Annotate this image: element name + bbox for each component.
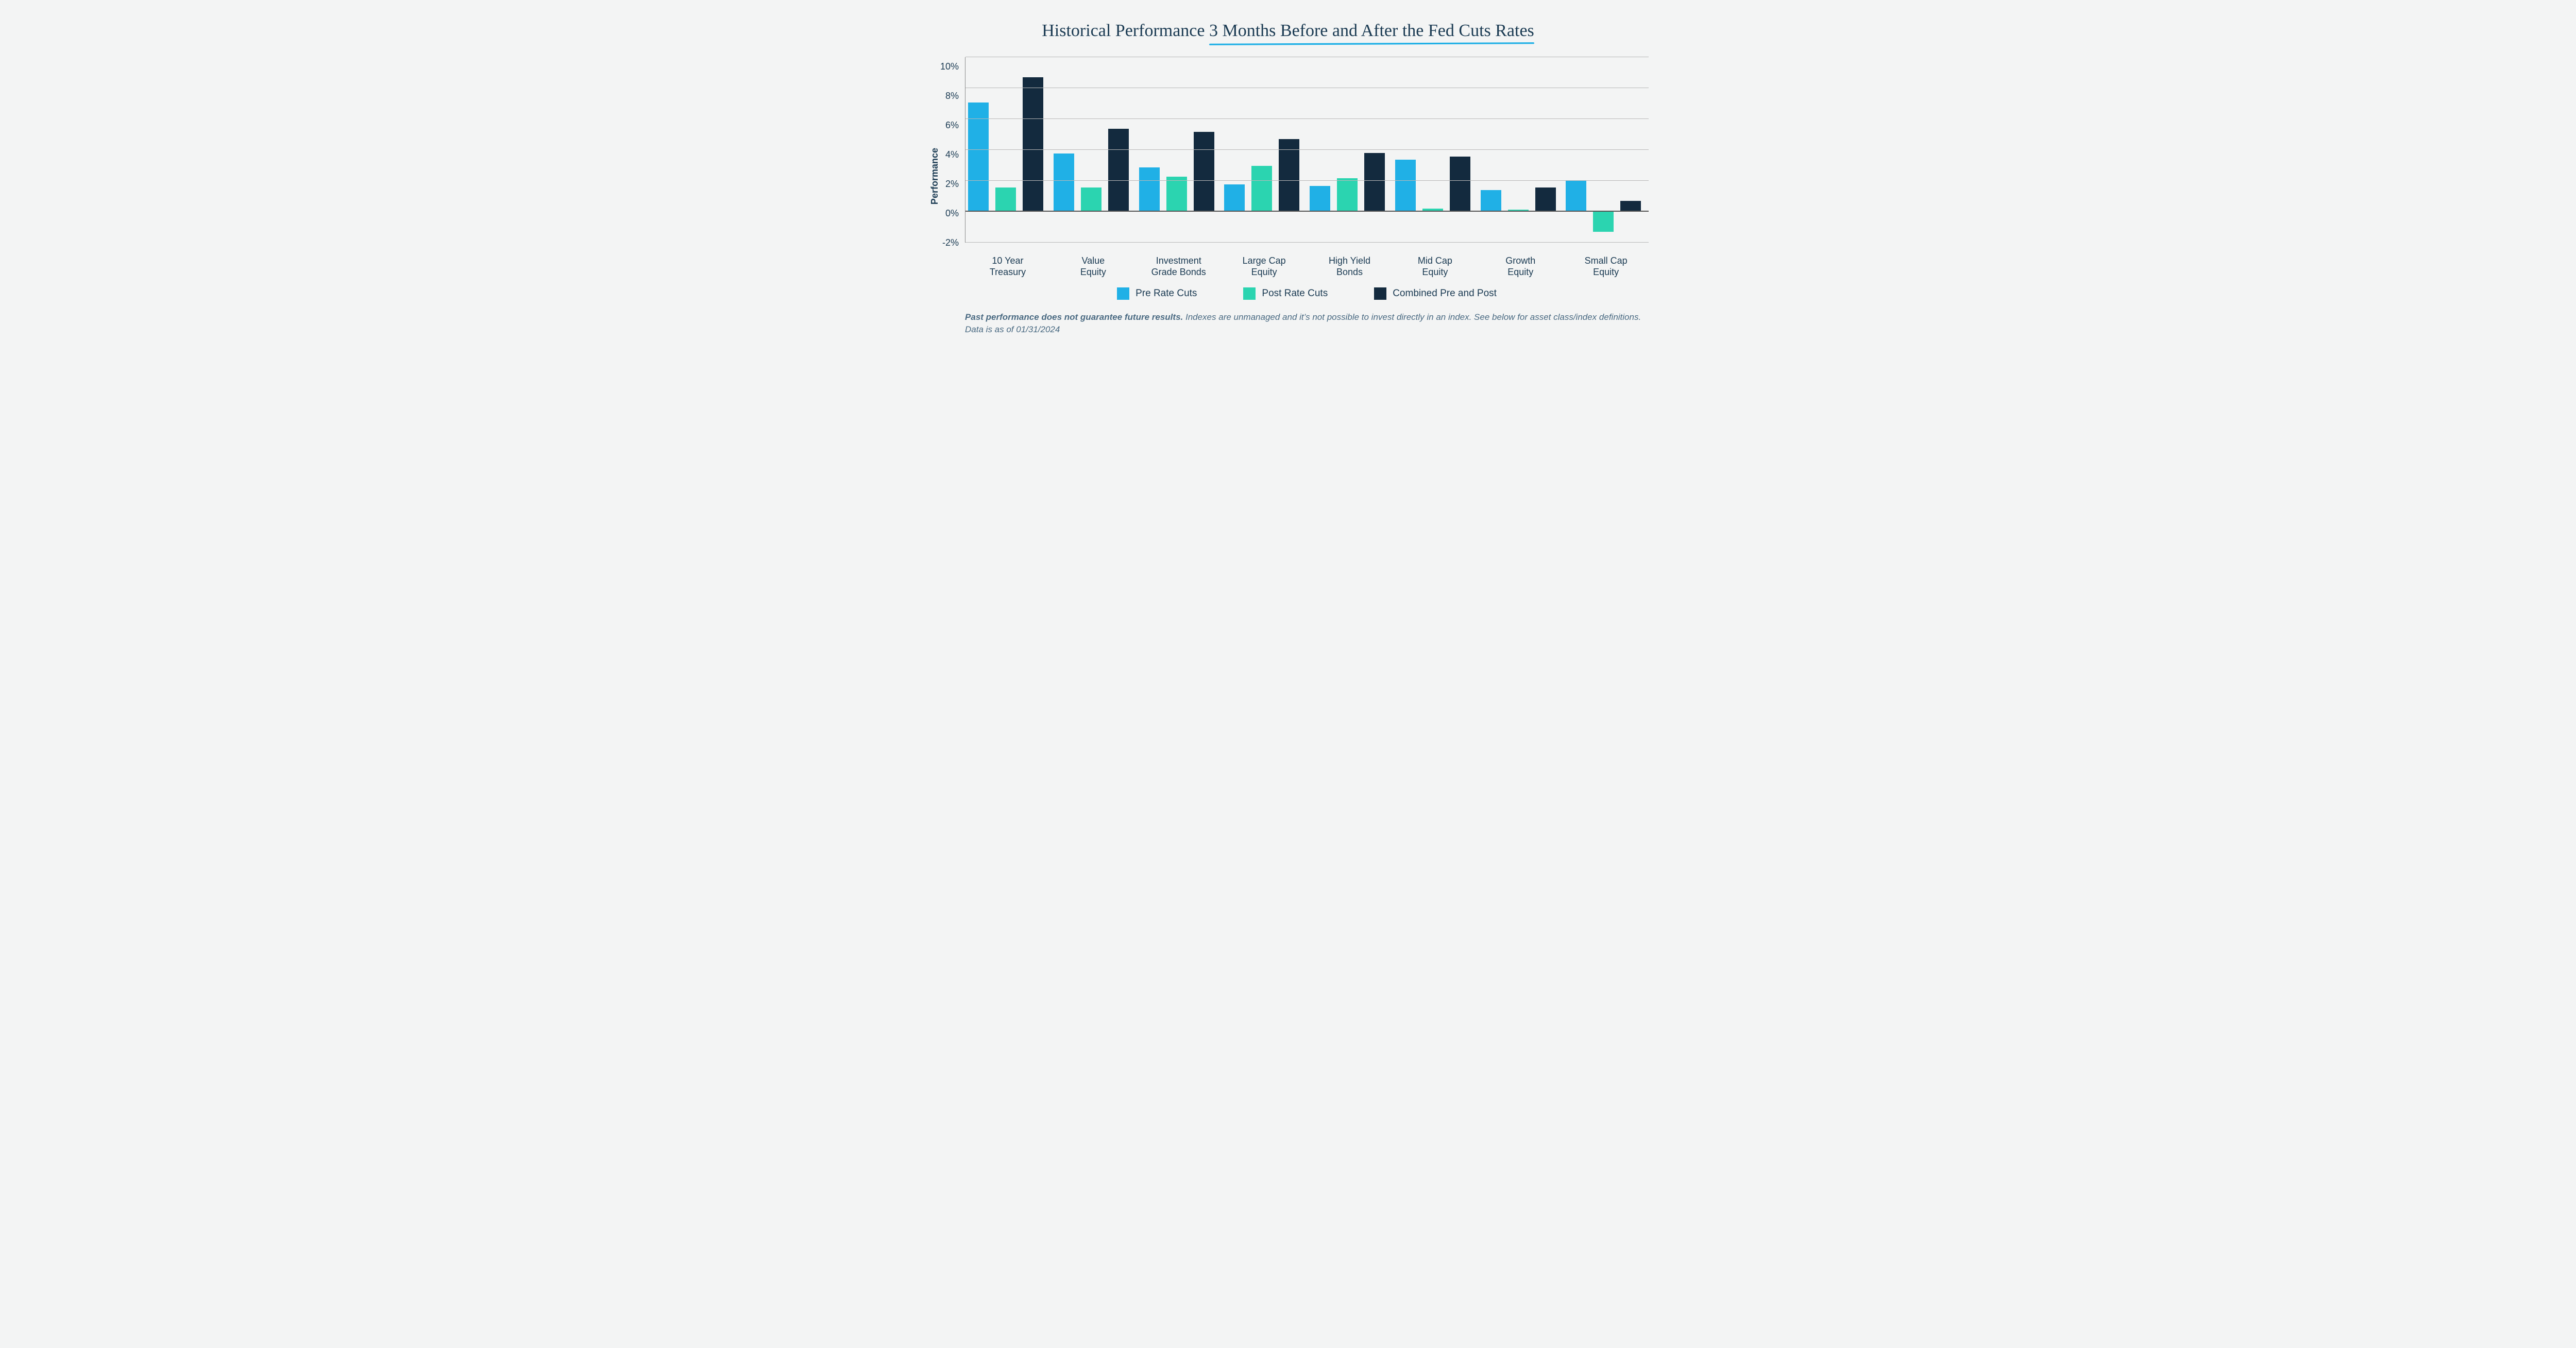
legend-swatch [1117, 287, 1129, 300]
bar [1166, 177, 1187, 212]
bar [1566, 181, 1586, 212]
chart-title: Historical Performance 3 Months Before a… [927, 21, 1649, 42]
baseline [965, 211, 1649, 212]
bar [1194, 132, 1214, 212]
chart-container: Historical Performance 3 Months Before a… [927, 21, 1649, 336]
y-tick-label: 0% [940, 209, 959, 218]
y-axis-label: Performance [927, 148, 940, 204]
category-group [1137, 57, 1222, 243]
legend-label: Combined Pre and Post [1393, 288, 1497, 299]
legend-item: Combined Pre and Post [1374, 287, 1497, 300]
bar [1337, 178, 1358, 212]
bar [1139, 167, 1160, 212]
y-tick-label: 4% [940, 150, 959, 159]
x-axis-label: High YieldBonds [1307, 255, 1393, 278]
category-group [1222, 57, 1307, 243]
y-tick-label: 10% [940, 62, 959, 71]
category-group [1307, 57, 1393, 243]
category-group [1563, 57, 1649, 243]
legend: Pre Rate Cuts Post Rate Cuts Combined Pre … [965, 287, 1649, 300]
bar [1450, 157, 1470, 212]
legend-item: Post Rate Cuts [1243, 287, 1328, 300]
bar [1108, 129, 1129, 212]
gridline [965, 149, 1649, 150]
x-axis-label: 10 YearTreasury [965, 255, 1050, 278]
bar [1054, 153, 1074, 212]
bar [1023, 77, 1043, 212]
y-tick-label: 2% [940, 179, 959, 189]
bar [1593, 212, 1614, 232]
category-group [1478, 57, 1564, 243]
gridline [965, 118, 1649, 119]
x-axis-label: Large CapEquity [1222, 255, 1307, 278]
y-axis-ticks: 10%8%6%4%2%0%-2% [940, 57, 965, 243]
x-axis-label: Small CapEquity [1563, 255, 1649, 278]
bar [995, 187, 1016, 212]
plot-area: Performance 10% 8% 6% 4% 2% 0% -2% 10 YearTrea… [927, 57, 1649, 336]
y-tick-label: 8% [940, 91, 959, 100]
title-underlined: 3 Months Before and After the Fed Cuts R… [1209, 21, 1534, 42]
bar [968, 103, 989, 212]
bar [1364, 153, 1385, 212]
legend-label: Post Rate Cuts [1262, 288, 1328, 299]
category-group [1051, 57, 1137, 243]
x-axis-label: Mid CapEquity [1392, 255, 1478, 278]
x-axis-labels: 10 YearTreasuryValueEquityInvestmentGrad… [965, 255, 1649, 278]
chart-body: 10 YearTreasuryValueEquityInvestmentGrad… [965, 57, 1649, 336]
footnote-bold: Past performance does not guarantee futu… [965, 312, 1183, 322]
bars-row [965, 57, 1649, 243]
bar [1224, 184, 1245, 212]
legend-swatch [1243, 287, 1256, 300]
category-group [965, 57, 1051, 243]
y-tick-label: -2% [940, 238, 959, 247]
bar [1535, 187, 1556, 212]
bar [1620, 201, 1641, 212]
x-axis-label: GrowthEquity [1478, 255, 1563, 278]
legend-item: Pre Rate Cuts [1117, 287, 1197, 300]
bar [1251, 166, 1272, 212]
bar [1081, 187, 1101, 212]
bar [1481, 190, 1501, 212]
y-tick-label: 6% [940, 121, 959, 130]
title-prefix: Historical Performance [1042, 21, 1209, 40]
bar [1310, 186, 1330, 212]
legend-swatch [1374, 287, 1386, 300]
grid-zone [965, 57, 1649, 243]
bar [1279, 139, 1299, 212]
legend-label: Pre Rate Cuts [1136, 288, 1197, 299]
x-axis-label: ValueEquity [1050, 255, 1136, 278]
category-group [1393, 57, 1478, 243]
bar [1395, 160, 1416, 212]
footnote: Past performance does not guarantee futu… [965, 311, 1649, 336]
gridline [965, 180, 1649, 181]
gridline [965, 242, 1649, 243]
x-axis-label: InvestmentGrade Bonds [1136, 255, 1222, 278]
